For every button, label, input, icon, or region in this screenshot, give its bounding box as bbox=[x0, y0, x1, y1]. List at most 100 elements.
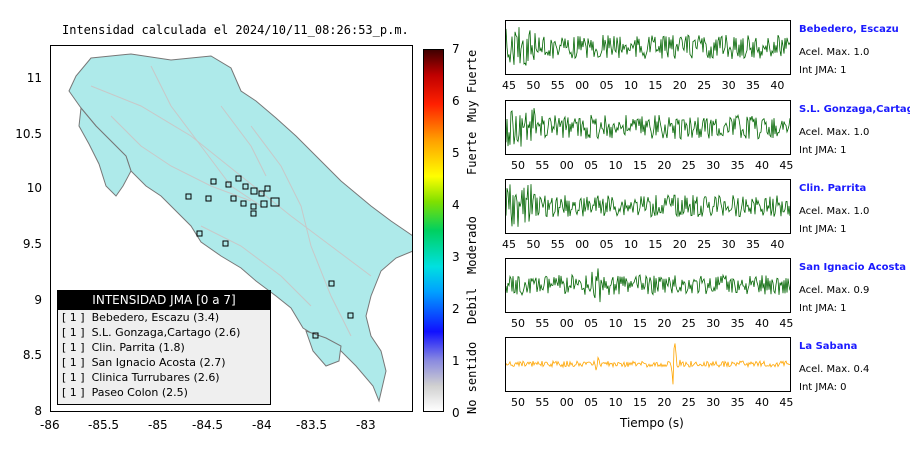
station-marker bbox=[196, 230, 203, 237]
legend-row: [ 1 ] S.L. Gonzaga,Cartago (2.6) bbox=[62, 326, 241, 339]
x-tick: -86 bbox=[40, 418, 60, 432]
time-tick: 35 bbox=[730, 317, 745, 330]
station-marker bbox=[222, 240, 229, 247]
time-tick: 10 bbox=[624, 79, 638, 92]
legend-header: INTENSIDAD JMA [0 a 7] bbox=[58, 291, 270, 310]
trace-panel[interactable] bbox=[505, 258, 791, 313]
map-title: Intensidad calculada el 2024/10/11_08:26… bbox=[62, 23, 409, 37]
time-tick: 30 bbox=[706, 159, 721, 172]
time-tick: 25 bbox=[681, 159, 696, 172]
time-tick: 30 bbox=[706, 317, 721, 330]
time-tick: 35 bbox=[730, 396, 745, 409]
waveform-plot bbox=[505, 184, 791, 227]
station-marker bbox=[250, 203, 257, 210]
time-tick: 45 bbox=[502, 79, 516, 92]
time-tick: 20 bbox=[672, 79, 687, 92]
time-tick: 10 bbox=[624, 238, 638, 251]
road-network bbox=[90, 65, 372, 337]
station-marker bbox=[225, 181, 232, 188]
y-tick: 8.5 bbox=[22, 348, 42, 362]
time-tick: 30 bbox=[721, 238, 736, 251]
trace-panel[interactable] bbox=[505, 179, 791, 234]
trace-ticks: 50 55 00 05 10 15 20 25 30 35 40 45 bbox=[505, 159, 794, 173]
waveform-line bbox=[505, 268, 791, 303]
station-jma: Int JMA: 1 bbox=[799, 145, 847, 156]
time-tick: 25 bbox=[697, 79, 712, 92]
colorbar-label: Moderado bbox=[465, 216, 479, 274]
colorbar-label: Muy Fuerte bbox=[465, 49, 479, 122]
time-tick: 55 bbox=[550, 79, 565, 92]
time-tick: 35 bbox=[746, 238, 760, 251]
station-jma: Int JMA: 1 bbox=[799, 224, 847, 235]
x-tick: -84.5 bbox=[192, 418, 224, 432]
station-name: La Sabana bbox=[799, 341, 858, 352]
station-marker bbox=[312, 332, 319, 339]
station-name: Bebedero, Escazu bbox=[799, 24, 899, 35]
time-tick: 15 bbox=[648, 79, 663, 92]
time-tick: 40 bbox=[770, 79, 785, 92]
costa-rica-map bbox=[68, 53, 412, 403]
time-tick: 40 bbox=[770, 238, 785, 251]
time-tick: 45 bbox=[779, 159, 794, 172]
time-tick: 15 bbox=[633, 317, 647, 330]
x-tick: -85 bbox=[148, 418, 168, 432]
station-marker bbox=[242, 183, 249, 190]
station-marker bbox=[210, 178, 217, 185]
time-tick: 20 bbox=[657, 317, 672, 330]
time-tick: 55 bbox=[550, 238, 565, 251]
station-name: Clin. Parrita bbox=[799, 183, 867, 194]
time-axis-label: Tiempo (s) bbox=[620, 416, 684, 430]
time-tick: 00 bbox=[559, 159, 574, 172]
time-tick: 40 bbox=[755, 396, 769, 409]
time-tick: 50 bbox=[511, 317, 525, 330]
time-tick: 05 bbox=[599, 238, 614, 251]
station-accel: Acel. Max. 1.0 bbox=[799, 127, 870, 138]
legend-row: [ 1 ] Clin. Parrita (1.8) bbox=[62, 341, 185, 354]
trace-ticks: 45 50 55 00 05 10 15 20 25 30 35 40 bbox=[502, 79, 791, 93]
trace-panel[interactable] bbox=[505, 337, 791, 392]
trace-panel[interactable] bbox=[505, 100, 791, 155]
y-tick: 9 bbox=[34, 293, 42, 307]
time-tick: 35 bbox=[730, 159, 745, 172]
y-tick: 9.5 bbox=[22, 237, 42, 251]
station-marker bbox=[347, 312, 354, 319]
x-tick: -85.5 bbox=[88, 418, 120, 432]
time-tick: 10 bbox=[608, 317, 623, 330]
time-tick: 50 bbox=[511, 159, 525, 172]
trace-ticks: 50 55 00 05 10 15 20 25 30 35 40 45 bbox=[505, 396, 793, 410]
time-tick: 25 bbox=[681, 317, 696, 330]
time-tick: 45 bbox=[502, 238, 516, 251]
station-jma: Int JMA: 1 bbox=[799, 65, 847, 76]
x-tick: -83 bbox=[356, 418, 376, 432]
time-tick: 40 bbox=[755, 317, 769, 330]
legend-row: [ 1 ] San Ignacio Acosta (2.7) bbox=[62, 356, 226, 369]
station-markers bbox=[185, 175, 354, 339]
station-jma: Int JMA: 1 bbox=[799, 303, 847, 314]
time-tick: 30 bbox=[721, 79, 736, 92]
time-tick: 20 bbox=[657, 396, 672, 409]
time-tick: 00 bbox=[559, 396, 574, 409]
time-tick: 10 bbox=[608, 396, 623, 409]
trace-panel[interactable] bbox=[505, 20, 791, 75]
time-tick: 05 bbox=[584, 396, 599, 409]
intensity-colorbar bbox=[423, 49, 444, 412]
colorbar-tick: 3 bbox=[452, 250, 460, 264]
intensity-legend: INTENSIDAD JMA [0 a 7] [ 1 ] Bebedero, E… bbox=[57, 290, 271, 405]
waveform-line bbox=[505, 184, 791, 227]
osa-peninsula bbox=[305, 330, 342, 367]
station-jma: Int JMA: 0 bbox=[799, 382, 847, 393]
time-tick: 55 bbox=[535, 159, 550, 172]
colorbar-tick: 0 bbox=[452, 406, 460, 420]
time-tick: 55 bbox=[535, 396, 550, 409]
station-marker bbox=[230, 195, 237, 202]
waveform-plot bbox=[505, 268, 791, 303]
station-marker bbox=[185, 193, 192, 200]
waveform-line bbox=[505, 343, 790, 385]
station-marker bbox=[250, 187, 258, 195]
time-tick: 50 bbox=[526, 79, 541, 92]
time-tick: 15 bbox=[633, 396, 647, 409]
colorbar-tick: 4 bbox=[452, 198, 460, 212]
time-tick: 25 bbox=[681, 396, 696, 409]
legend-row: [ 1 ] Paseo Colon (2.5) bbox=[62, 386, 188, 399]
waveform-plot bbox=[505, 343, 790, 385]
